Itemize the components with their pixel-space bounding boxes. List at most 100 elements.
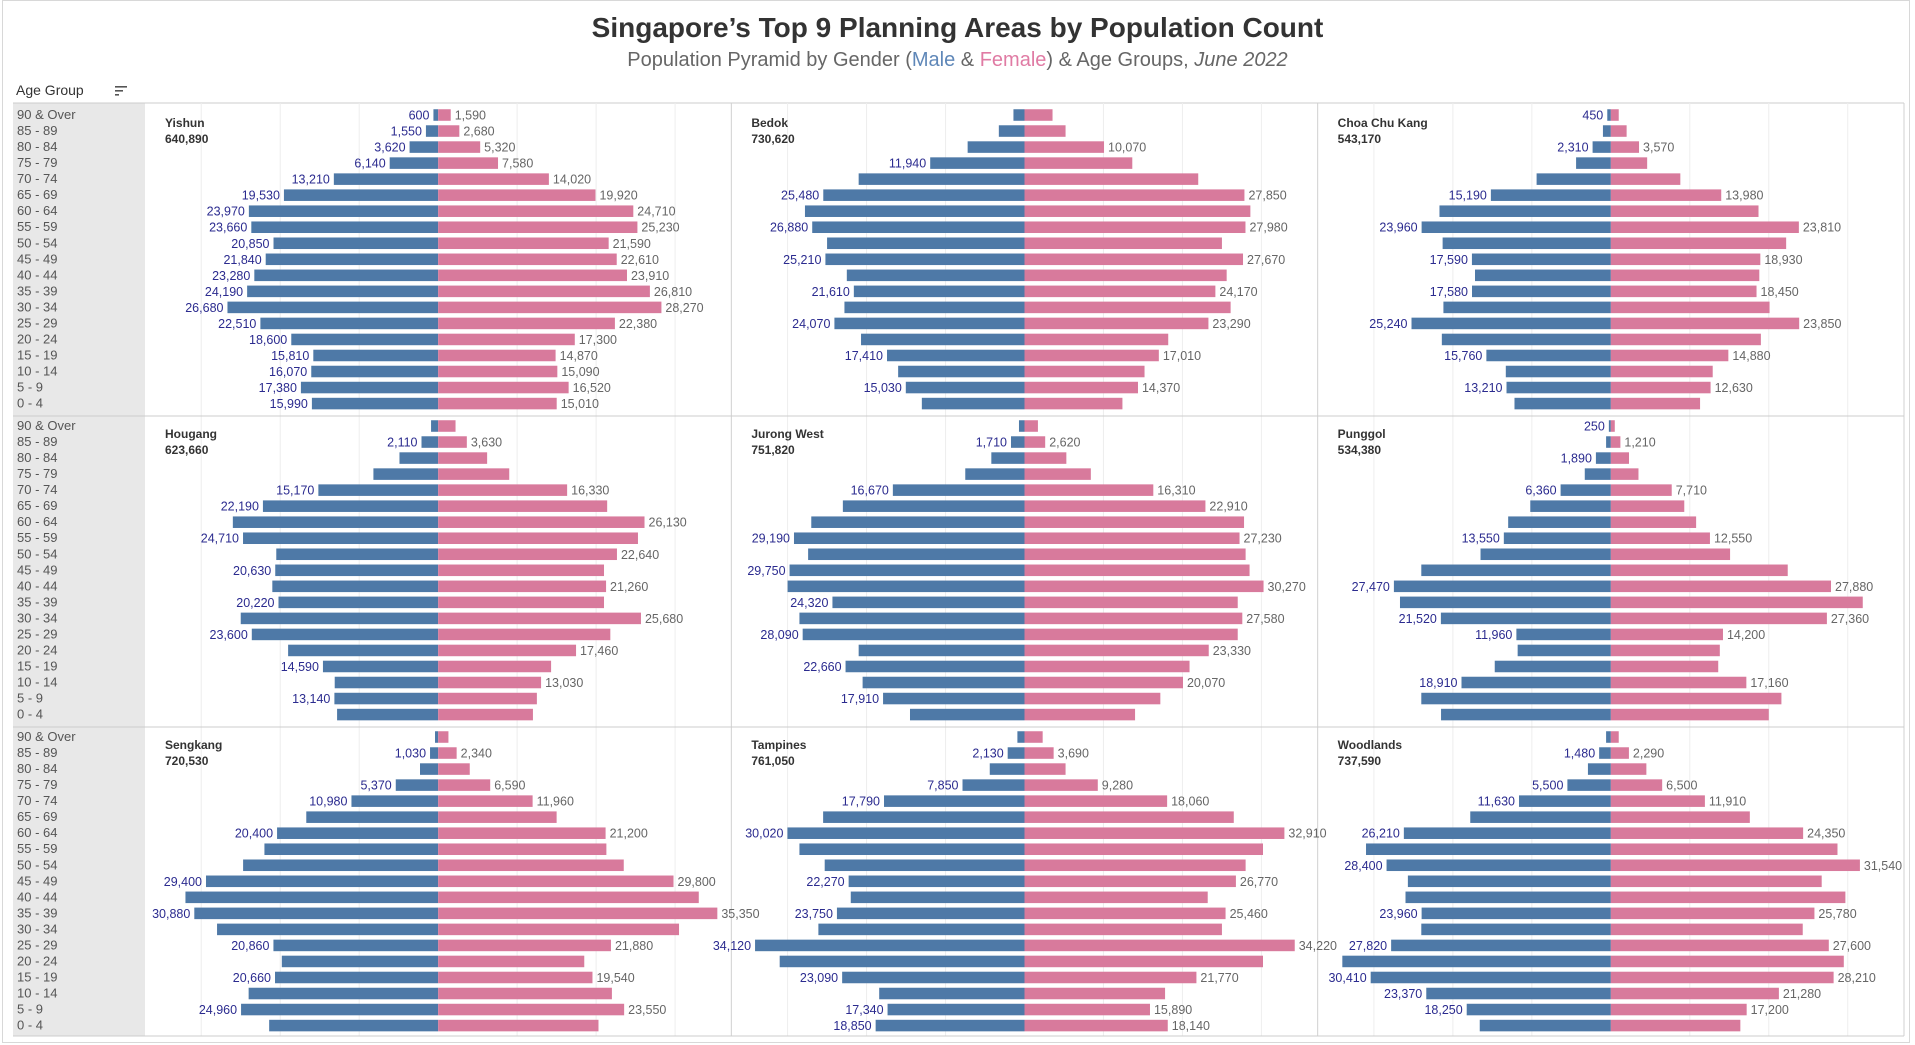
female-value-label: 19,540 [596,971,634,985]
male-bar [337,708,439,721]
female-bar [1610,484,1672,496]
male-bar [247,285,439,298]
female-bar [1024,875,1236,888]
female-bar [1610,420,1615,432]
male-value-label: 21,840 [223,253,261,267]
age-group-label: 85 - 89 [17,745,57,760]
age-group-label: 75 - 79 [17,155,57,170]
female-bar [438,580,607,593]
male-bar [1602,125,1611,137]
male-value-label: 30,020 [745,827,783,841]
male-bar [1517,644,1611,657]
male-bar [844,301,1025,314]
female-bar [438,317,615,330]
male-value-label: 5,500 [1532,779,1563,793]
female-bar [438,173,549,185]
male-bar [205,875,439,888]
female-bar [438,484,568,496]
age-group-label: 55 - 59 [17,841,57,856]
male-bar [277,827,439,839]
female-bar [1610,811,1750,823]
female-bar [1610,173,1681,185]
male-bar [333,173,439,185]
sort-descending-icon[interactable] [115,86,127,96]
male-value-label: 26,210 [1362,827,1400,841]
female-value-label: 21,260 [610,580,648,594]
female-bar [438,237,609,250]
male-bar [275,564,439,577]
female-bar [1024,596,1238,609]
male-bar [1514,397,1611,410]
female-value-label: 29,800 [678,875,716,889]
male-bar [1342,955,1611,968]
male-bar [850,891,1025,904]
female-bar [438,907,718,920]
female-bar [1024,692,1161,705]
male-bar [799,843,1025,856]
male-bar [240,612,439,625]
female-value-label: 30,270 [1268,580,1306,594]
male-bar [1421,692,1611,705]
age-group-label: 80 - 84 [17,450,57,465]
female-value-label: 17,010 [1163,349,1201,363]
female-bar [1024,955,1263,968]
subtitle-female: Female [979,49,1047,71]
age-group-label: 20 - 24 [17,953,57,968]
male-bar [1421,923,1611,936]
female-bar [1610,564,1788,577]
male-bar [875,1019,1025,1032]
female-value-label: 12,630 [1715,381,1753,395]
female-value-label: 23,810 [1803,221,1841,235]
age-group-label: 25 - 29 [17,626,57,641]
male-bar [1576,157,1611,169]
age-group-header: Age Group [16,82,84,98]
male-value-label: 2,130 [972,747,1003,761]
female-bar [1024,811,1234,823]
female-bar [1024,708,1136,721]
female-bar [1610,971,1834,984]
female-bar [438,189,596,201]
female-bar [438,644,577,657]
female-bar [1024,939,1295,952]
male-bar [858,173,1025,185]
female-bar [1024,1003,1150,1016]
male-bar [227,301,439,314]
male-bar [1606,436,1611,448]
female-bar [438,692,537,705]
male-bar [755,939,1025,952]
male-value-label: 23,280 [212,269,250,283]
female-bar [1610,189,1722,201]
male-bar [1466,1003,1611,1016]
male-bar [373,468,439,480]
planning-area-name: Punggol [1338,427,1386,441]
male-bar [217,923,439,936]
male-value-label: 600 [409,109,430,123]
female-value-label: 27,980 [1249,221,1287,235]
male-bar [1421,221,1611,234]
male-bar [827,237,1025,250]
female-bar [1610,987,1779,1000]
male-bar [1506,381,1611,394]
female-value-label: 28,270 [665,301,703,315]
female-value-label: 13,980 [1725,189,1763,203]
female-bar [438,955,585,968]
male-bar [260,317,439,330]
male-value-label: 24,710 [201,532,239,546]
male-bar [1391,939,1611,952]
female-value-label: 23,290 [1212,317,1250,331]
female-bar [1024,317,1209,330]
female-bar [1610,596,1863,609]
female-bar [438,747,457,759]
male-value-label: 17,380 [259,381,297,395]
male-value-label: 22,190 [221,500,259,514]
male-value-label: 1,480 [1564,747,1595,761]
male-bar [1606,731,1611,743]
male-value-label: 16,070 [269,365,307,379]
age-group-label: 30 - 34 [17,921,57,936]
male-value-label: 24,320 [790,596,828,610]
male-bar [243,859,439,872]
female-bar [438,779,491,791]
male-bar [1508,516,1611,528]
age-group-label: 75 - 79 [17,777,57,792]
female-bar [438,205,634,217]
